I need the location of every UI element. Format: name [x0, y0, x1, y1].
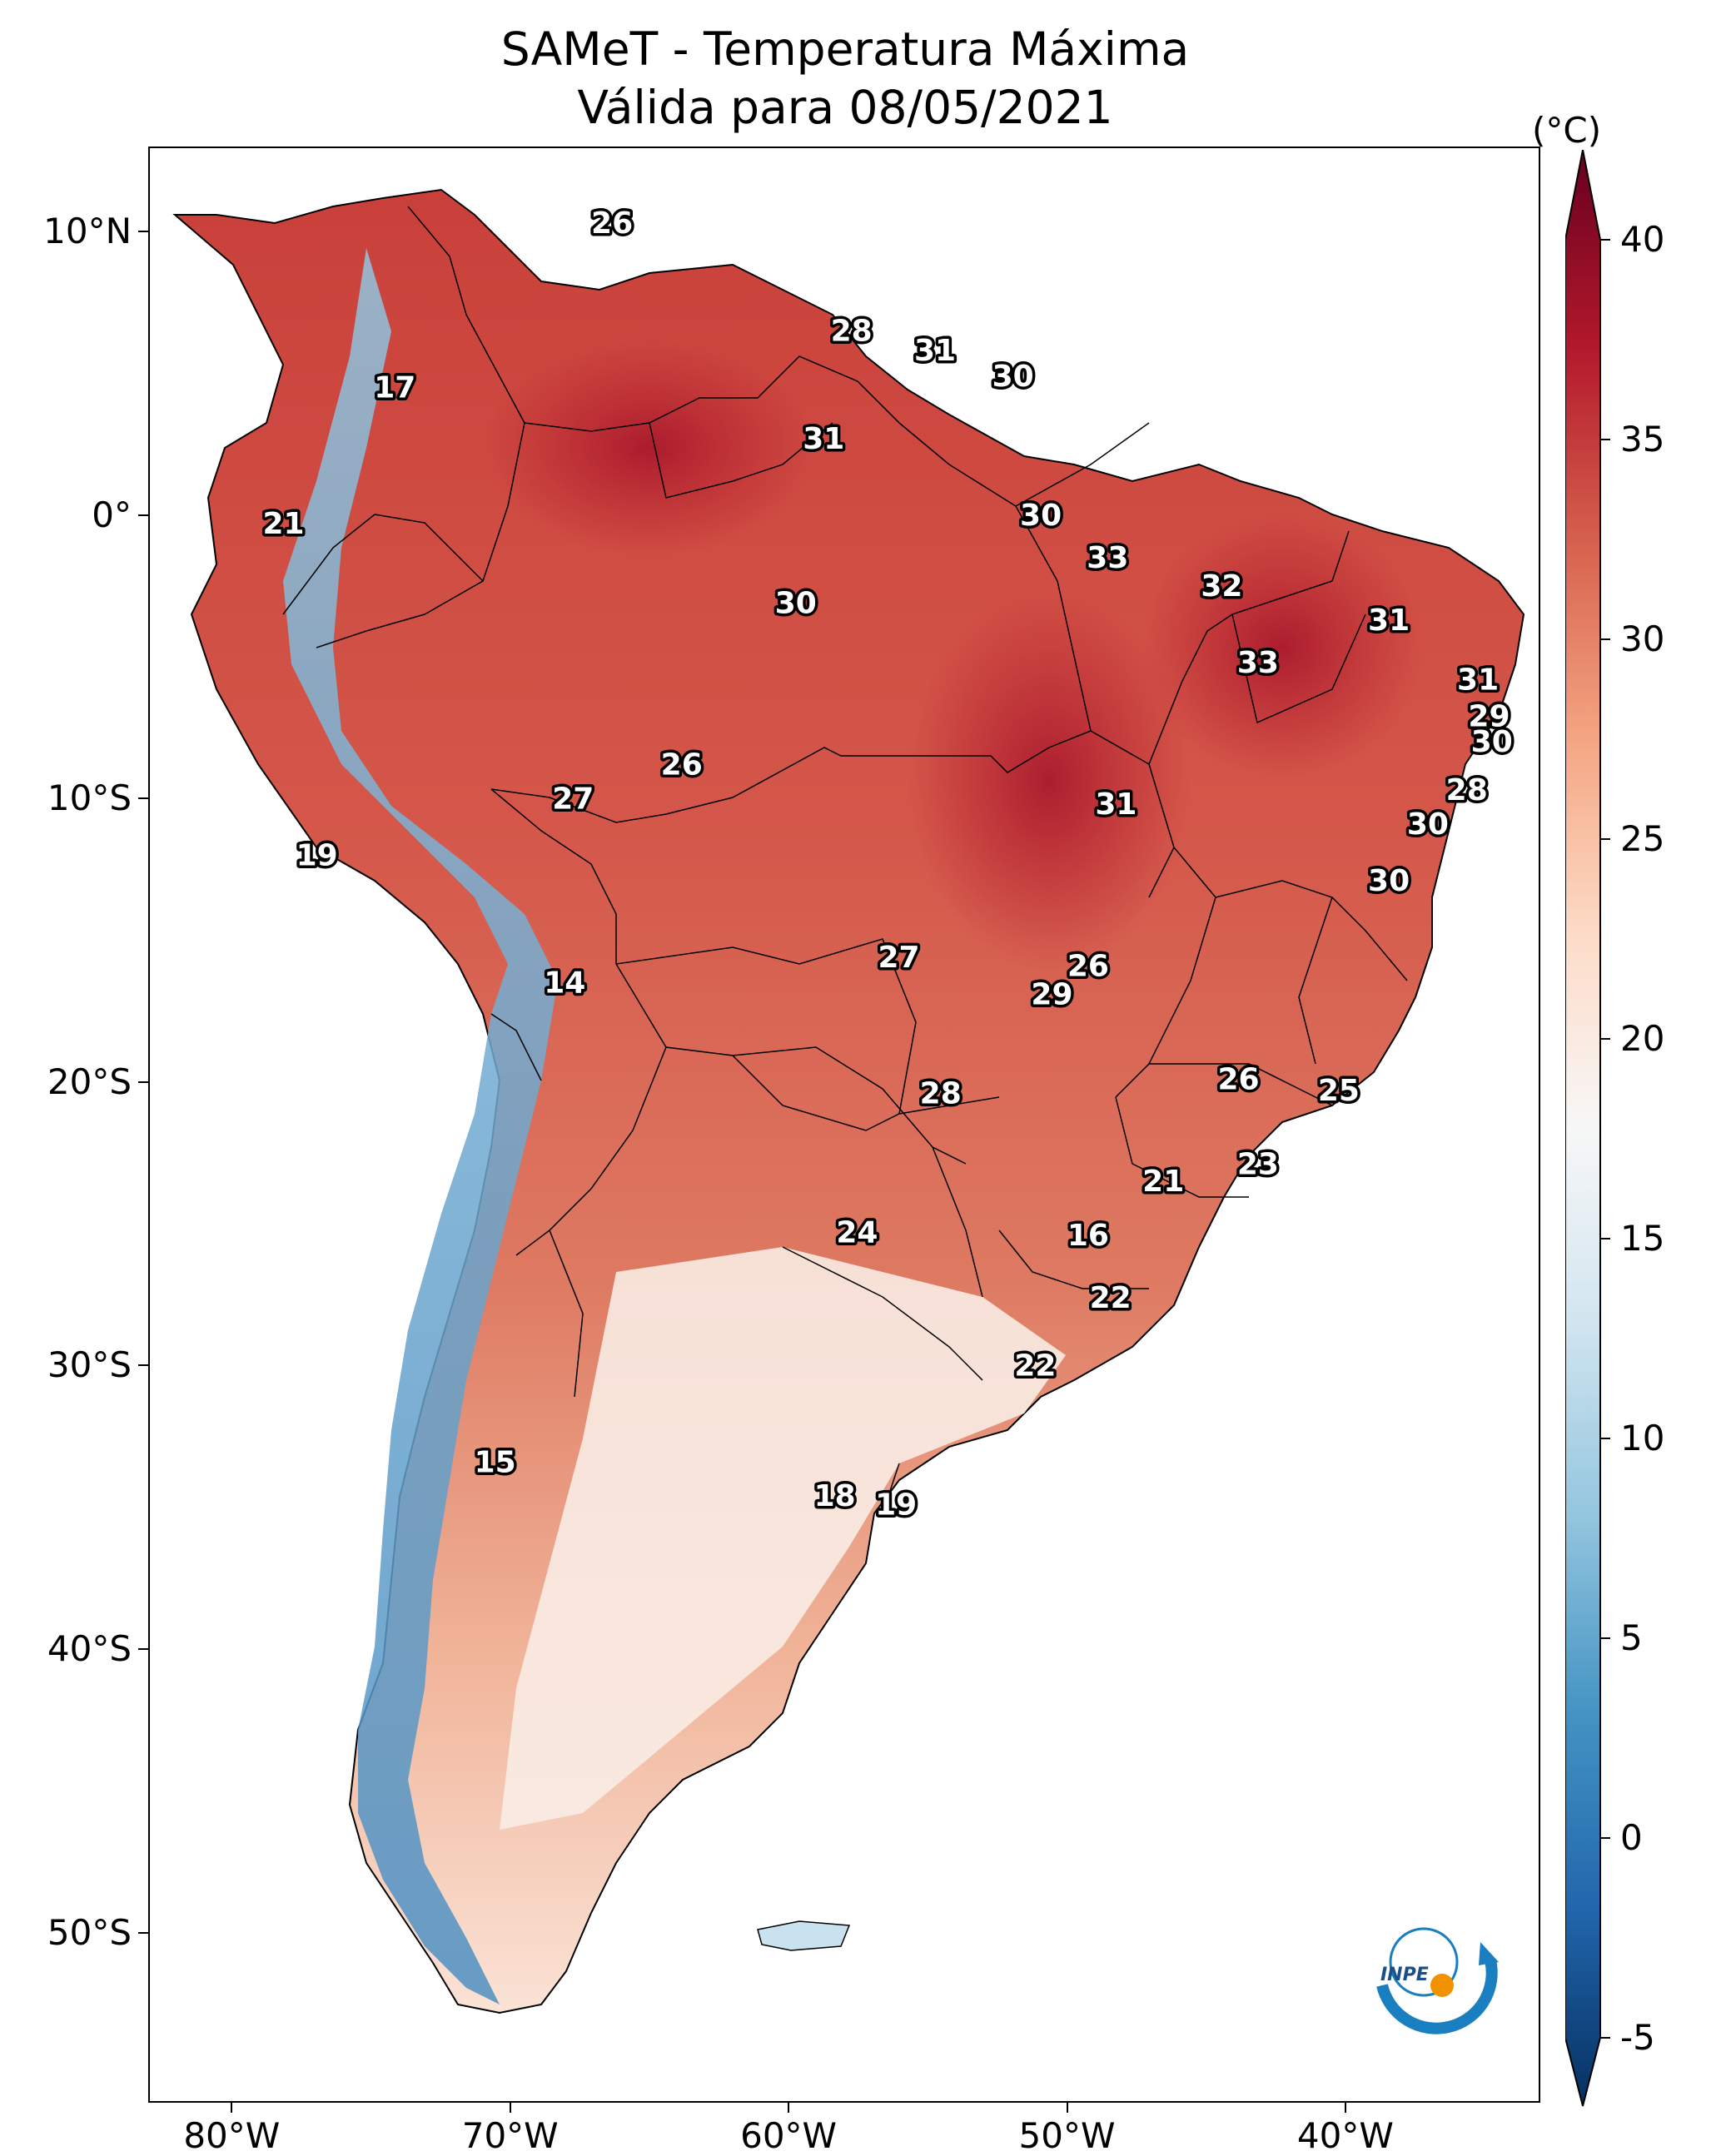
temperature-label: 30	[1368, 864, 1410, 898]
colorbar-tick-label: -5	[1620, 2017, 1655, 2058]
temperature-label: 16	[1067, 1219, 1109, 1253]
temperature-label: 21	[1142, 1165, 1184, 1199]
lat-tick-mark	[138, 1080, 148, 1083]
temperature-label: 31	[1457, 663, 1499, 697]
lat-tick-mark	[138, 1364, 148, 1367]
temperature-label: 14	[544, 966, 585, 1001]
lon-tick-label: 50°W	[1018, 2115, 1116, 2156]
temperature-label: 26	[1067, 949, 1109, 983]
temperature-label: 26	[591, 206, 633, 241]
temperature-label: 23	[1237, 1148, 1279, 1182]
lat-tick-label: 50°S	[47, 1911, 132, 1953]
colorbar-tick-mark	[1600, 2037, 1610, 2039]
lon-tick-mark	[1344, 2103, 1346, 2113]
lat-tick-label: 40°S	[47, 1628, 132, 1670]
lon-tick-label: 80°W	[183, 2115, 281, 2156]
lon-tick-mark	[1066, 2103, 1068, 2113]
temperature-label: 30	[992, 360, 1034, 394]
lat-tick-mark	[138, 797, 148, 800]
colorbar-tick-mark	[1600, 239, 1610, 241]
colorbar-tick-label: 30	[1620, 618, 1665, 659]
temperature-label: 30	[1407, 807, 1449, 842]
colorbar-tick-label: 0	[1620, 1817, 1643, 1858]
country-borders	[282, 206, 1408, 1514]
lon-tick-mark	[788, 2103, 790, 2113]
colorbar-tick-mark	[1600, 838, 1610, 840]
temperature-label: 27	[552, 782, 594, 816]
temperature-label: 30	[1471, 725, 1513, 759]
lat-tick-label: 0°	[92, 494, 132, 535]
colorbar-tick-mark	[1600, 1438, 1610, 1439]
temperature-label: 29	[1468, 700, 1510, 734]
temperature-label: 22	[1090, 1281, 1132, 1315]
colorbar-tick-label: 40	[1620, 219, 1665, 260]
lat-tick-label: 10°N	[43, 211, 132, 252]
temperature-label: 26	[661, 748, 703, 782]
lat-tick-label: 10°S	[47, 777, 132, 819]
temperature-label: 28	[1446, 773, 1488, 807]
inpe-logo-text: INPE	[1380, 1965, 1429, 1985]
lat-tick-mark	[138, 514, 148, 516]
pampas-mild-region	[500, 1247, 1066, 1830]
temperature-label: 33	[1237, 646, 1279, 680]
inpe-logo: INPE	[1376, 1927, 1499, 2034]
temperature-label: 18	[814, 1479, 856, 1513]
temperature-label: 21	[262, 507, 304, 541]
colorbar-tick-mark	[1600, 1637, 1610, 1639]
temperature-label: 19	[875, 1488, 917, 1522]
temperature-label: 19	[296, 838, 338, 872]
temperature-label: 25	[1318, 1074, 1360, 1108]
temperature-label: 31	[1368, 604, 1410, 638]
temperature-label: 17	[374, 370, 415, 405]
map-panel[interactable]: 26 17 21 28 31 30 31 30 33 32 31 30 33 31 29 30 28 30 30 26…	[148, 147, 1540, 2103]
colorbar-tick-label: 20	[1620, 1018, 1665, 1059]
colorbar-tick-mark	[1600, 1038, 1610, 1040]
colorbar-tick-label: 10	[1620, 1418, 1665, 1458]
temperature-label: 26	[1217, 1063, 1259, 1097]
hot-region-central-brazil	[908, 589, 1191, 972]
temperature-label: 27	[878, 941, 919, 975]
temperature-label: 33	[1087, 541, 1128, 575]
lat-tick-mark	[138, 1931, 148, 1934]
lon-tick-label: 40°W	[1296, 2115, 1394, 2156]
colorbar-tick-mark	[1600, 1837, 1610, 1839]
lat-tick-label: 30°S	[47, 1344, 132, 1386]
colorbar-unit: (°C)	[1532, 110, 1602, 151]
falkland-islands	[757, 1920, 851, 1951]
temperature-label: 15	[475, 1445, 516, 1479]
colorbar-tick-label: 15	[1620, 1218, 1665, 1259]
temperature-label: 31	[914, 334, 956, 368]
colorbar-tick-label: 5	[1620, 1617, 1643, 1658]
colorbar-tick-label: 25	[1620, 818, 1665, 859]
lat-tick-label: 20°S	[47, 1061, 132, 1102]
temperature-label: 31	[1095, 787, 1137, 822]
colorbar-tick-mark	[1600, 1238, 1610, 1239]
lon-tick-label: 70°W	[461, 2115, 559, 2156]
lon-tick-mark	[509, 2103, 511, 2113]
hot-region-venezuela	[483, 340, 816, 556]
temperature-label: 22	[1014, 1349, 1056, 1383]
colorbar-tick-label: 35	[1620, 419, 1665, 460]
lon-tick-mark	[231, 2103, 233, 2113]
temperature-label: 32	[1201, 569, 1242, 604]
hot-region-northeast	[1141, 514, 1424, 781]
temperature-label: 24	[836, 1215, 878, 1249]
chart-title: SAMeT - Temperatura Máxima	[500, 22, 1190, 76]
temperature-label: 30	[1020, 499, 1062, 533]
andes-cold-band	[283, 248, 558, 2004]
lon-tick-label: 60°W	[740, 2115, 838, 2156]
lat-tick-mark	[138, 1648, 148, 1651]
temperature-label: 28	[920, 1077, 962, 1111]
lat-tick-mark	[138, 231, 148, 233]
temperature-label: 30	[775, 586, 817, 620]
temperature-label: 31	[803, 422, 844, 456]
colorbar-tick-mark	[1600, 439, 1610, 440]
temperature-label: 28	[831, 314, 873, 348]
chart-subtitle: Válida para 08/05/2021	[577, 81, 1113, 134]
colorbar-tick-mark	[1600, 638, 1610, 640]
temperature-label: 29	[1031, 977, 1072, 1011]
